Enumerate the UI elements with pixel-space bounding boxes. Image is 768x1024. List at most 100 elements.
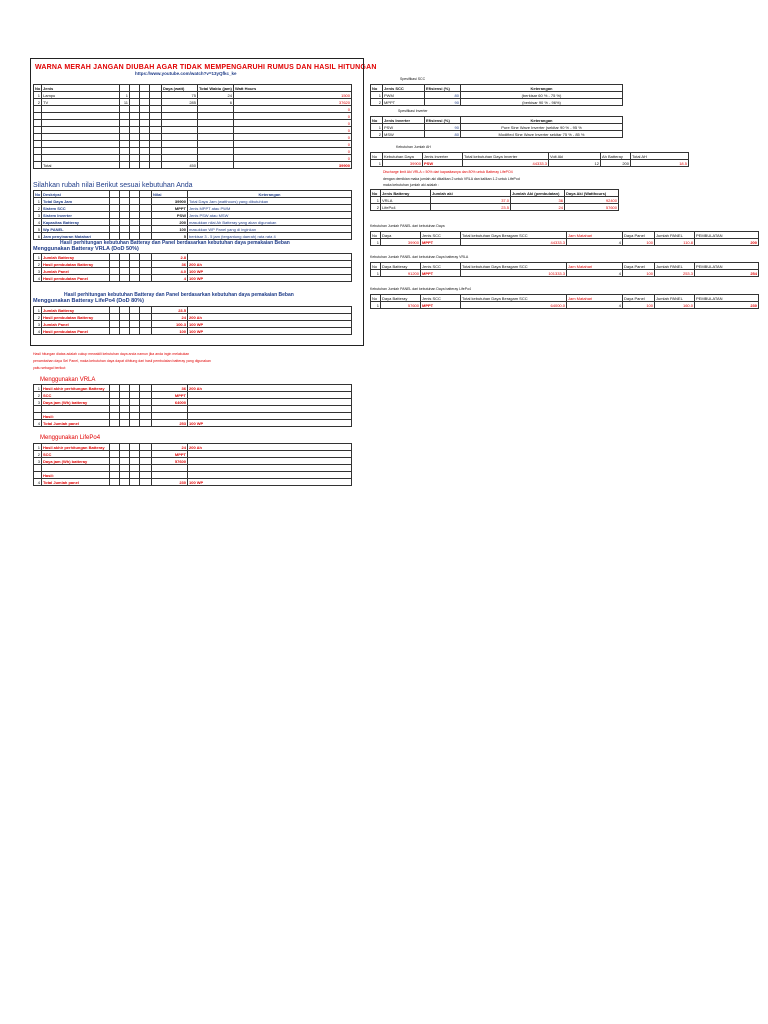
table-cell[interactable] — [139, 147, 150, 155]
table-cell[interactable]: Total Daya Jam — [41, 197, 110, 205]
table-cell[interactable]: 200 Ah — [187, 384, 352, 392]
table-cell[interactable] — [197, 161, 234, 169]
table-cell[interactable]: No — [370, 294, 381, 302]
table-cell[interactable]: 200 Ah — [187, 443, 352, 451]
table-cell[interactable] — [161, 154, 198, 162]
table-cell[interactable] — [33, 133, 42, 141]
table-cell[interactable] — [187, 391, 352, 399]
table-cell[interactable]: 12 — [548, 159, 601, 167]
table-cell[interactable]: 4 — [566, 269, 623, 277]
table-cell[interactable]: 110.8 — [654, 238, 695, 246]
table-cell[interactable] — [109, 405, 120, 413]
table-cell[interactable]: Jumlah Batteray — [41, 306, 110, 314]
table-cell[interactable] — [119, 274, 130, 282]
table-cell[interactable]: PSW — [382, 123, 425, 131]
table-cell[interactable] — [139, 112, 150, 120]
table-cell[interactable] — [139, 204, 152, 212]
table-cell[interactable]: Total kebutuhan Daya Inverter — [462, 152, 549, 160]
table-cell[interactable]: 5 — [151, 232, 188, 240]
table-cell[interactable] — [197, 140, 234, 148]
table-cell[interactable] — [33, 126, 42, 134]
table-cell[interactable]: Total Daya Jam (watthours) yang dibutuhk… — [187, 197, 352, 205]
table-cell[interactable]: 2 — [33, 204, 42, 212]
table-cell[interactable] — [149, 133, 162, 141]
table-cell[interactable] — [41, 140, 120, 148]
table-cell[interactable]: Pure Sine Wave Inverter (sekitar 90 % - … — [460, 123, 623, 131]
table-cell[interactable]: Hasil: — [41, 412, 110, 420]
table-cell[interactable]: 100 — [151, 225, 188, 233]
table-cell[interactable]: Jam Matahari — [566, 231, 623, 239]
table-cell[interactable] — [139, 457, 152, 465]
table-cell[interactable] — [197, 154, 234, 162]
table-cell[interactable]: Keterangan — [460, 84, 623, 92]
table-cell[interactable] — [129, 274, 140, 282]
table-cell[interactable] — [33, 154, 42, 162]
table-cell[interactable] — [161, 105, 198, 113]
table-cell[interactable] — [129, 471, 140, 479]
table-cell[interactable]: 2 — [33, 98, 42, 106]
table-cell[interactable]: VRLA — [380, 196, 431, 204]
table-cell[interactable]: Daya — [380, 231, 421, 239]
table-cell[interactable]: 4 — [33, 274, 42, 282]
table-cell[interactable] — [151, 412, 188, 420]
table-cell[interactable]: Jam penyinaran Matahari — [41, 232, 110, 240]
table-cell[interactable] — [119, 133, 130, 141]
table-cell[interactable] — [139, 119, 150, 127]
table-cell[interactable] — [129, 443, 140, 451]
table-cell[interactable]: PSW — [151, 211, 188, 219]
table-cell[interactable]: Jenis — [41, 84, 120, 92]
table-cell[interactable]: 37620 — [233, 98, 352, 106]
table-cell[interactable]: No — [370, 84, 383, 92]
table-cell[interactable] — [129, 218, 140, 226]
table-cell[interactable]: 1 — [33, 306, 42, 314]
table-cell[interactable] — [139, 161, 150, 169]
table-cell[interactable]: 0 — [233, 112, 352, 120]
table-cell[interactable] — [119, 443, 130, 451]
table-cell[interactable]: Deskripsi — [41, 190, 110, 198]
table-cell[interactable] — [119, 384, 130, 392]
table-cell[interactable] — [33, 471, 42, 479]
table-cell[interactable] — [187, 405, 352, 413]
table-cell[interactable] — [109, 464, 120, 472]
table-cell[interactable] — [161, 140, 198, 148]
table-cell[interactable] — [187, 253, 352, 261]
table-cell[interactable]: Jumlah Panel — [41, 320, 110, 328]
table-cell[interactable] — [197, 126, 234, 134]
table-cell[interactable] — [139, 84, 150, 92]
table-cell[interactable]: 4 — [566, 238, 623, 246]
table-cell[interactable] — [41, 133, 120, 141]
table-cell[interactable] — [139, 140, 150, 148]
table-cell[interactable] — [197, 105, 234, 113]
table-cell[interactable] — [139, 91, 150, 99]
table-cell[interactable]: MPPT — [151, 204, 188, 212]
table-cell[interactable] — [119, 457, 130, 465]
table-cell[interactable]: 1 — [33, 197, 42, 205]
table-cell[interactable] — [119, 253, 130, 261]
table-cell[interactable]: SCC — [41, 391, 110, 399]
table-cell[interactable]: 6 — [33, 232, 42, 240]
table-cell[interactable]: 230 — [694, 301, 759, 309]
table-cell[interactable]: Daya Aki (Watthours) — [564, 189, 619, 197]
table-cell[interactable] — [129, 119, 140, 127]
table-cell[interactable] — [161, 133, 198, 141]
table-cell[interactable] — [129, 84, 140, 92]
table-cell[interactable]: 100 WP — [187, 274, 352, 282]
table-cell[interactable]: Total Jumlah panel — [41, 478, 110, 486]
table-cell[interactable] — [119, 161, 130, 169]
table-cell[interactable]: Daya Panel — [622, 294, 655, 302]
table-cell[interactable] — [129, 464, 140, 472]
table-cell[interactable]: Daya Batteray — [380, 262, 421, 270]
table-cell[interactable] — [33, 405, 42, 413]
table-cell[interactable]: masukkan nilai Ah Batteray yang akan dig… — [187, 218, 352, 226]
table-cell[interactable]: 100 — [151, 327, 188, 335]
table-cell[interactable]: Kebutuhan Daya — [382, 152, 423, 160]
table-cell[interactable]: 2 — [370, 203, 381, 211]
table-cell[interactable] — [139, 306, 152, 314]
table-cell[interactable] — [139, 267, 152, 275]
table-cell[interactable] — [187, 464, 352, 472]
table-cell[interactable]: 24 — [197, 91, 234, 99]
table-cell[interactable]: No — [370, 152, 383, 160]
table-cell[interactable] — [129, 140, 140, 148]
table-cell[interactable]: Jenis SCC — [420, 262, 461, 270]
table-cell[interactable]: MPPT — [420, 238, 461, 246]
